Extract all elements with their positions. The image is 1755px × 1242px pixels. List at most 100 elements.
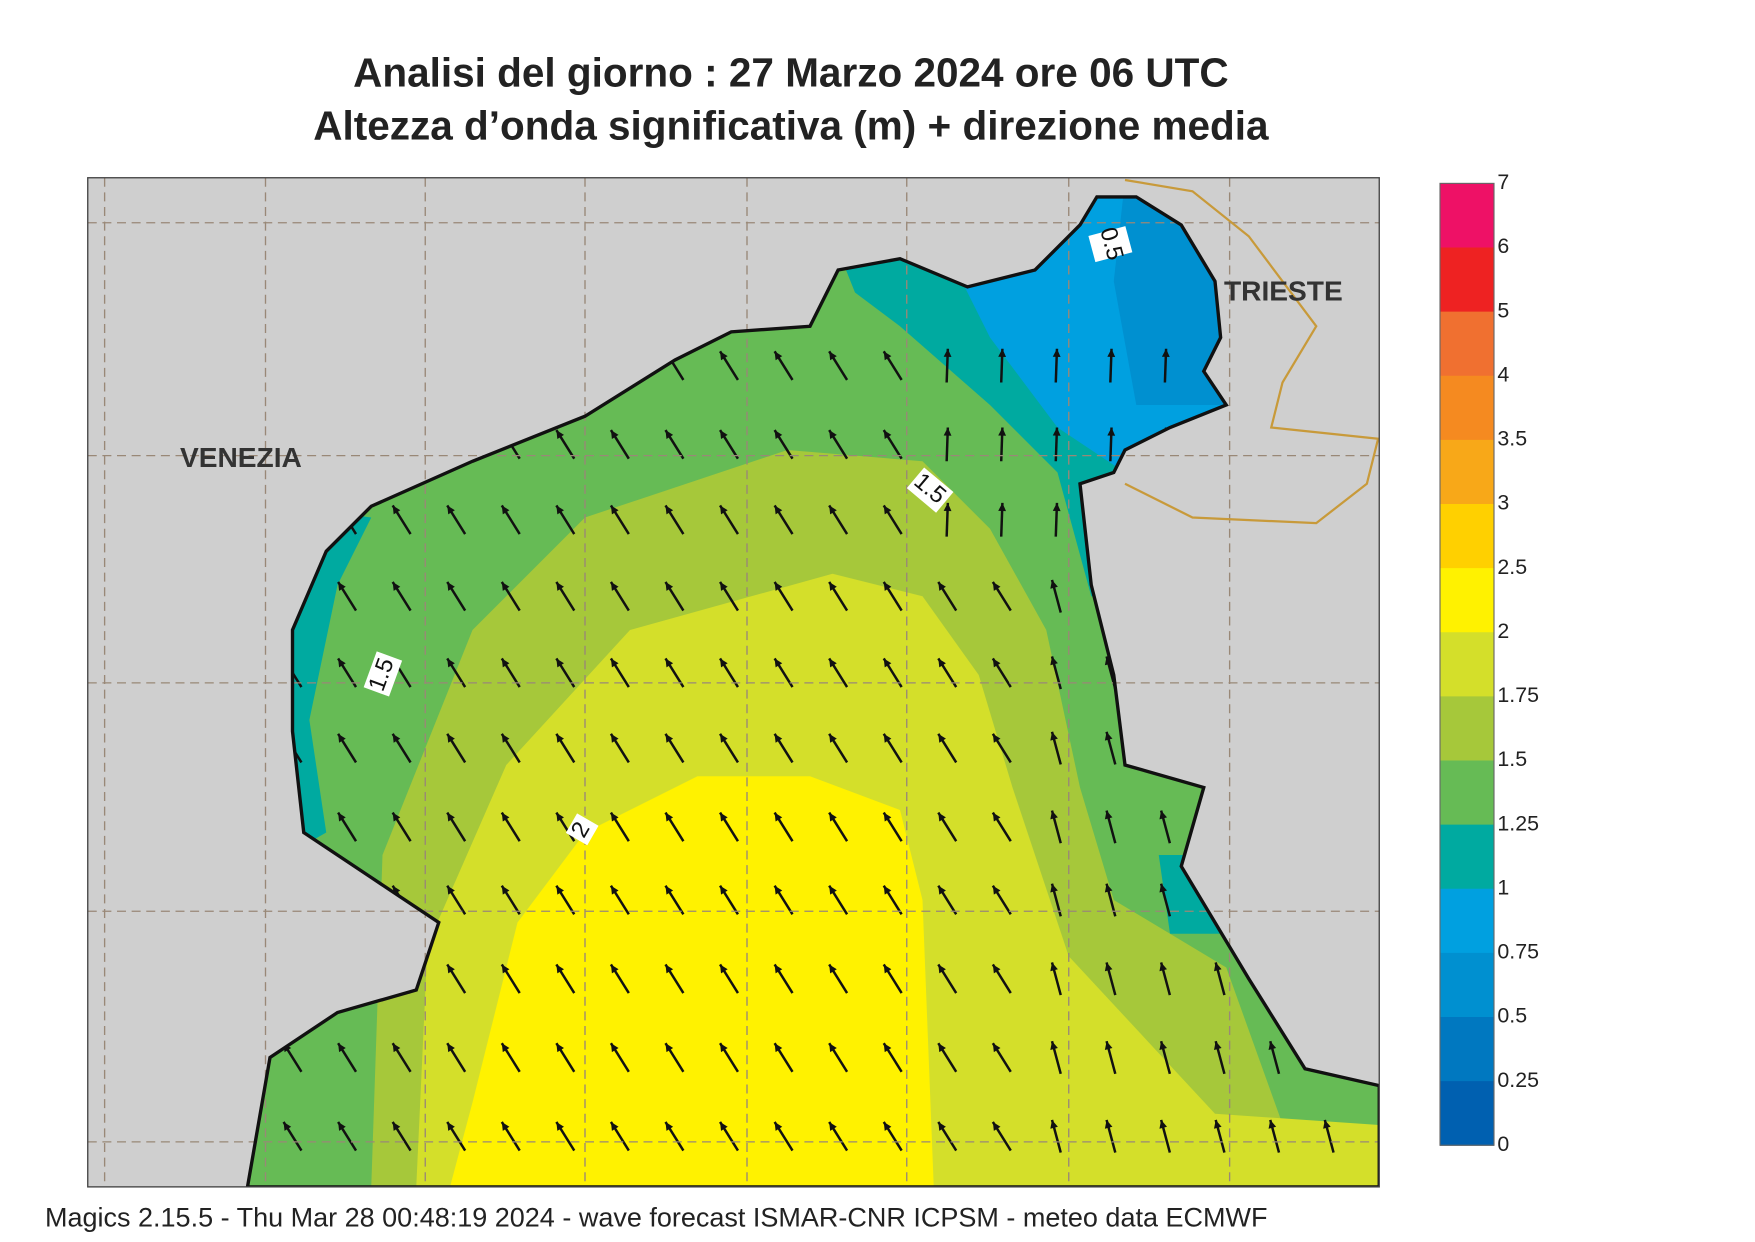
arrow-head xyxy=(774,964,783,974)
arrow-head xyxy=(501,505,510,515)
colorbar-label: 3 xyxy=(1497,491,1509,515)
arrow-head xyxy=(610,964,619,974)
arrow-head xyxy=(1214,1119,1222,1129)
arrow-head xyxy=(998,348,1007,357)
arrow-head xyxy=(392,812,401,822)
arrow-head xyxy=(556,581,564,591)
arrow xyxy=(555,811,576,842)
arrow xyxy=(391,733,412,764)
arrow xyxy=(828,429,849,460)
arrow-head xyxy=(829,581,837,591)
arrow-head xyxy=(392,1043,401,1053)
colorbar-label: 4 xyxy=(1497,362,1509,386)
arrow xyxy=(719,733,739,764)
colorbar-swatch xyxy=(1440,247,1494,313)
arrow xyxy=(446,581,467,612)
arrow xyxy=(991,1121,1012,1152)
arrow-head xyxy=(938,812,946,822)
arrow xyxy=(937,963,958,994)
arrow-head xyxy=(447,581,455,591)
arrow xyxy=(1268,1119,1281,1153)
arrow xyxy=(882,1042,903,1073)
arrow-head xyxy=(1050,1041,1058,1051)
arrow xyxy=(991,733,1012,764)
arrow xyxy=(828,811,849,842)
arrow xyxy=(719,581,739,612)
arrow-head xyxy=(883,581,892,591)
band-200 xyxy=(450,776,934,1187)
arrow xyxy=(1159,1119,1172,1153)
arrow-head xyxy=(998,427,1007,436)
arrow-head xyxy=(774,1121,783,1131)
arrow-head xyxy=(774,430,783,440)
arrow-head xyxy=(1159,810,1168,820)
arrow xyxy=(828,1121,849,1152)
arrow xyxy=(828,350,849,381)
arrow xyxy=(1104,1040,1117,1075)
arrow-head xyxy=(610,733,619,743)
arrow-head xyxy=(938,658,946,668)
colorbar-frame xyxy=(1439,182,1495,1146)
colorbar-swatch xyxy=(1440,504,1494,569)
colorbar-swatch xyxy=(1440,1017,1494,1082)
arrow-head xyxy=(665,581,674,591)
arrow-head xyxy=(501,812,510,822)
arrow xyxy=(446,963,467,994)
arrow-head xyxy=(1159,1119,1168,1129)
arrow-head xyxy=(829,1043,837,1053)
arrow xyxy=(1268,1040,1281,1075)
arrow xyxy=(609,429,630,460)
arrow xyxy=(828,1042,849,1073)
arrow-head xyxy=(1159,883,1168,893)
arrow xyxy=(446,811,467,842)
colorbar-label: 0.5 xyxy=(1497,1004,1527,1028)
arrow-head xyxy=(992,581,1001,591)
arrow-head xyxy=(447,505,455,515)
arrow xyxy=(1104,810,1117,844)
arrow-head xyxy=(610,885,619,895)
arrow-head xyxy=(883,1121,892,1131)
arrow-head xyxy=(1050,962,1058,972)
colorbar-swatch xyxy=(1440,888,1494,954)
arrow-head xyxy=(992,733,1001,743)
colorbar-swatch xyxy=(1440,183,1494,249)
arrow xyxy=(1104,1119,1117,1153)
arrow xyxy=(555,885,576,915)
arrow-head xyxy=(829,351,837,361)
arrow xyxy=(828,885,849,915)
arrow-head xyxy=(1052,502,1061,512)
arrow-head xyxy=(774,581,783,591)
arrow xyxy=(1214,962,1226,996)
arrow xyxy=(1107,427,1116,462)
arrow-head xyxy=(829,1121,837,1131)
arrow-head xyxy=(1104,731,1113,741)
arrow xyxy=(500,885,521,915)
arrow-head xyxy=(883,430,892,440)
arrow-head xyxy=(1107,427,1116,436)
arrow xyxy=(500,733,521,764)
arrow-head xyxy=(1052,348,1061,357)
arrow xyxy=(391,811,412,842)
arrow-head xyxy=(610,430,619,440)
arrow-head xyxy=(883,812,892,822)
arrow xyxy=(1050,1119,1062,1153)
arrow xyxy=(991,657,1012,688)
arrow-head xyxy=(938,1121,946,1131)
arrow-head xyxy=(883,733,892,743)
colorbar-swatch xyxy=(1440,439,1494,505)
arrow-head xyxy=(829,733,837,743)
colorbar-label: 2 xyxy=(1497,619,1509,643)
arrow-head xyxy=(447,733,455,743)
colorbar-swatch xyxy=(1440,760,1494,826)
arrow xyxy=(609,885,630,915)
arrow xyxy=(882,963,903,994)
map-frame: Analisi del giorno : 27 Marzo 2024 ore 0… xyxy=(45,50,1539,1233)
arrow-head xyxy=(938,964,946,974)
arrow-head xyxy=(610,505,619,515)
arrow-head xyxy=(665,1043,674,1053)
arrow-head xyxy=(992,658,1001,668)
arrow-head xyxy=(610,1121,619,1131)
arrow xyxy=(943,502,952,537)
arrow-head xyxy=(501,733,510,743)
